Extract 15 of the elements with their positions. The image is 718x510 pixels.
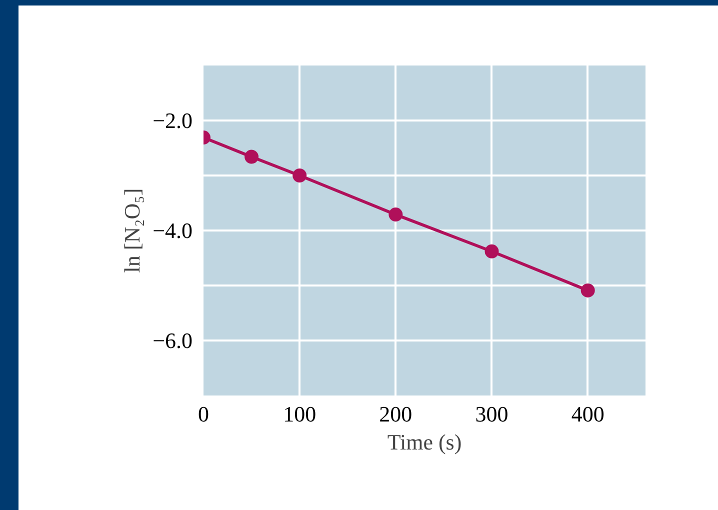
x-tick-label: 0 xyxy=(198,402,209,426)
x-tick-label: 300 xyxy=(475,402,508,426)
x-axis-title: Time (s) xyxy=(387,430,462,454)
y-tick-label: −4.0 xyxy=(152,218,193,243)
x-tick-label: 100 xyxy=(283,402,316,426)
point xyxy=(244,150,259,164)
point xyxy=(388,208,403,222)
y-tick-label: −2.0 xyxy=(152,108,193,133)
x-tick-label: 200 xyxy=(379,402,412,426)
y-tick-label: −6.0 xyxy=(152,328,193,353)
point xyxy=(580,283,595,298)
point xyxy=(484,244,499,258)
y-axis-title: ln [N₂O₅] xyxy=(120,188,145,273)
point xyxy=(292,168,307,182)
x-tick-label: 400 xyxy=(571,402,604,426)
